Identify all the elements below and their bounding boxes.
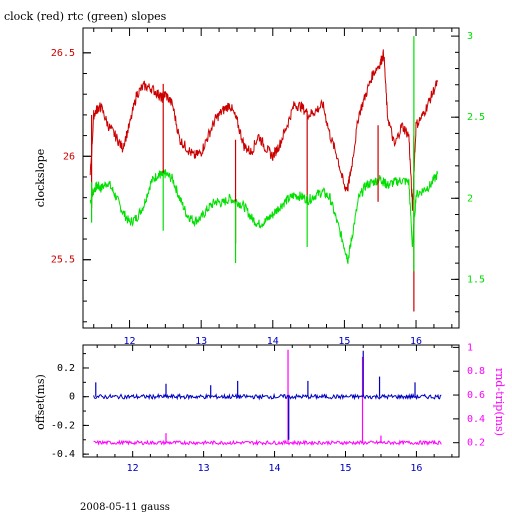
rtc-ytick-label: 2 bbox=[467, 193, 473, 204]
offset-tick-labels: -0.4 -0.2 0 0.2 0.2 0.4 0.6 0.8 1 12 13 14 15 16 bbox=[51, 342, 485, 474]
offset-ytick-label: 0 bbox=[69, 392, 75, 403]
slope-ylabel: clockslope bbox=[34, 149, 47, 207]
rndtrip-line bbox=[93, 439, 442, 446]
offset-xtick-label: 15 bbox=[339, 463, 351, 474]
rndtrip-ytick-label: 0.4 bbox=[467, 414, 485, 425]
clock-ytick-label: 26.5 bbox=[51, 48, 75, 59]
rndtrip-ytick-label: 1 bbox=[467, 342, 473, 353]
offset-xtick-label: 13 bbox=[198, 463, 210, 474]
offset-xtick-label: 12 bbox=[127, 463, 139, 474]
rndtrip-ylabel: rnd-trip(ms) bbox=[493, 368, 506, 436]
slope-panel: 25.5 26 26.5 1.5 2 2.5 3 12 13 14 15 16 clockslope bbox=[34, 27, 485, 347]
slope-series bbox=[89, 36, 438, 312]
offset-plot-frame bbox=[82, 344, 460, 458]
offset-xtick-label: 16 bbox=[410, 463, 422, 474]
rtc-ytick-label: 3 bbox=[467, 31, 473, 42]
rtc-ytick-label: 1.5 bbox=[467, 274, 485, 285]
slope-xtick-label: 12 bbox=[124, 336, 136, 347]
offset-ytick-label: 0.2 bbox=[57, 363, 75, 374]
rtc-slope-line bbox=[89, 169, 438, 264]
clock-ytick-label: 26 bbox=[63, 151, 75, 162]
offset-ytick-label: -0.4 bbox=[51, 449, 75, 460]
rndtrip-ytick-label: 0.2 bbox=[467, 438, 485, 449]
slope-xtick-label: 16 bbox=[410, 336, 422, 347]
offset-panel: -0.4 -0.2 0 0.2 0.2 0.4 0.6 0.8 1 12 13 14 15 16 offs… bbox=[34, 342, 506, 474]
offset-ytick-label: -0.2 bbox=[51, 420, 75, 431]
offset-line bbox=[93, 392, 442, 401]
offset-ticks bbox=[83, 345, 459, 457]
clock-ytick-label: 25.5 bbox=[51, 255, 75, 266]
slope-xtick-label: 13 bbox=[195, 336, 207, 347]
rtc-ytick-label: 2.5 bbox=[467, 112, 485, 123]
slope-xtick-label: 15 bbox=[338, 336, 350, 347]
clock-slope-line bbox=[89, 49, 438, 211]
rndtrip-ytick-label: 0.8 bbox=[467, 366, 485, 377]
chart-title: clock (red) rtc (green) slopes bbox=[4, 10, 167, 23]
rndtrip-ytick-label: 0.6 bbox=[467, 390, 485, 401]
offset-ylabel: offset(ms) bbox=[34, 374, 47, 430]
footer-caption: 2008-05-11 gauss bbox=[80, 502, 170, 512]
slope-ticks bbox=[83, 28, 459, 328]
offset-xtick-label: 14 bbox=[269, 463, 281, 474]
slope-plot-frame bbox=[82, 27, 460, 329]
slope-tick-labels: 25.5 26 26.5 1.5 2 2.5 3 12 13 14 15 16 bbox=[51, 31, 485, 347]
offset-series bbox=[93, 349, 442, 446]
slope-xtick-label: 14 bbox=[267, 336, 279, 347]
